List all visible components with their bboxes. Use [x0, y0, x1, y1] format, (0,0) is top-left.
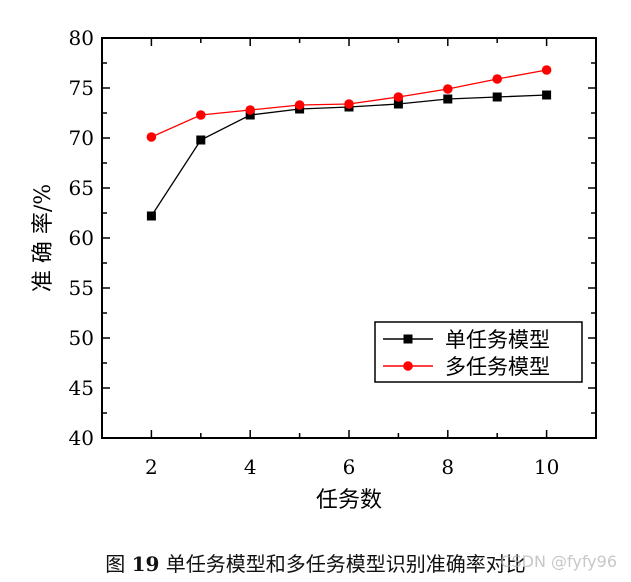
x-tick-label: 10: [534, 455, 559, 479]
data-point: [146, 132, 157, 142]
data-point: [443, 84, 453, 94]
caption-number: 19: [131, 552, 160, 576]
data-point: [344, 99, 354, 109]
x-tick-label: 6: [343, 455, 356, 479]
data-point: [393, 92, 404, 102]
series-1: [146, 65, 552, 142]
legend-entry: 单任务模型: [383, 328, 550, 352]
caption-text: 单任务模型和多任务模型识别准确率对比: [165, 552, 526, 576]
legend-marker: [403, 361, 413, 371]
x-tick-label: 8: [441, 455, 454, 479]
y-axis-title: 准 确 率/%: [31, 184, 56, 292]
data-point: [492, 92, 502, 102]
x-tick-label: 4: [244, 455, 257, 479]
y-tick-label: 55: [69, 276, 94, 300]
x-tick-label: 2: [145, 455, 158, 479]
accuracy-comparison-chart: 40 45 50 55 60 65 70 75 80 2 4 6 8 10 任务数 准 确 率/% 单任务模型…: [31, 26, 597, 513]
series-line: [150, 94, 547, 217]
y-tick-label: 70: [69, 126, 94, 150]
legend-box: [374, 321, 583, 383]
data-point: [146, 211, 156, 221]
data-point: [542, 90, 552, 100]
watermark: CSDN @fyfy96: [500, 552, 617, 571]
data-point: [393, 99, 403, 109]
y-tick-label: 60: [69, 226, 94, 250]
y-tick-label: 50: [69, 326, 94, 350]
data-point: [196, 135, 206, 145]
legend-entry: 多任务模型: [383, 355, 550, 379]
data-point: [492, 74, 503, 84]
data-point: [443, 94, 453, 104]
figure-caption: 图 19 单任务模型和多任务模型识别准确率对比: [0, 548, 631, 577]
data-point: [294, 100, 305, 110]
y-tick-label: 65: [69, 176, 94, 200]
legend-label: 单任务模型: [445, 328, 550, 352]
series-0: [146, 90, 552, 221]
y-tick-label: 45: [69, 376, 94, 400]
data-point: [245, 105, 255, 115]
y-tick-label: 40: [69, 426, 94, 450]
legend-marker: [403, 334, 413, 344]
y-tick-label: 80: [69, 26, 94, 50]
data-point: [541, 65, 552, 75]
y-tick-label: 75: [69, 76, 94, 100]
data-point: [245, 110, 255, 120]
legend-label: 多任务模型: [445, 355, 550, 379]
caption-prefix: 图: [105, 552, 126, 576]
x-axis-title: 任务数: [316, 488, 382, 513]
data-point: [196, 110, 206, 120]
